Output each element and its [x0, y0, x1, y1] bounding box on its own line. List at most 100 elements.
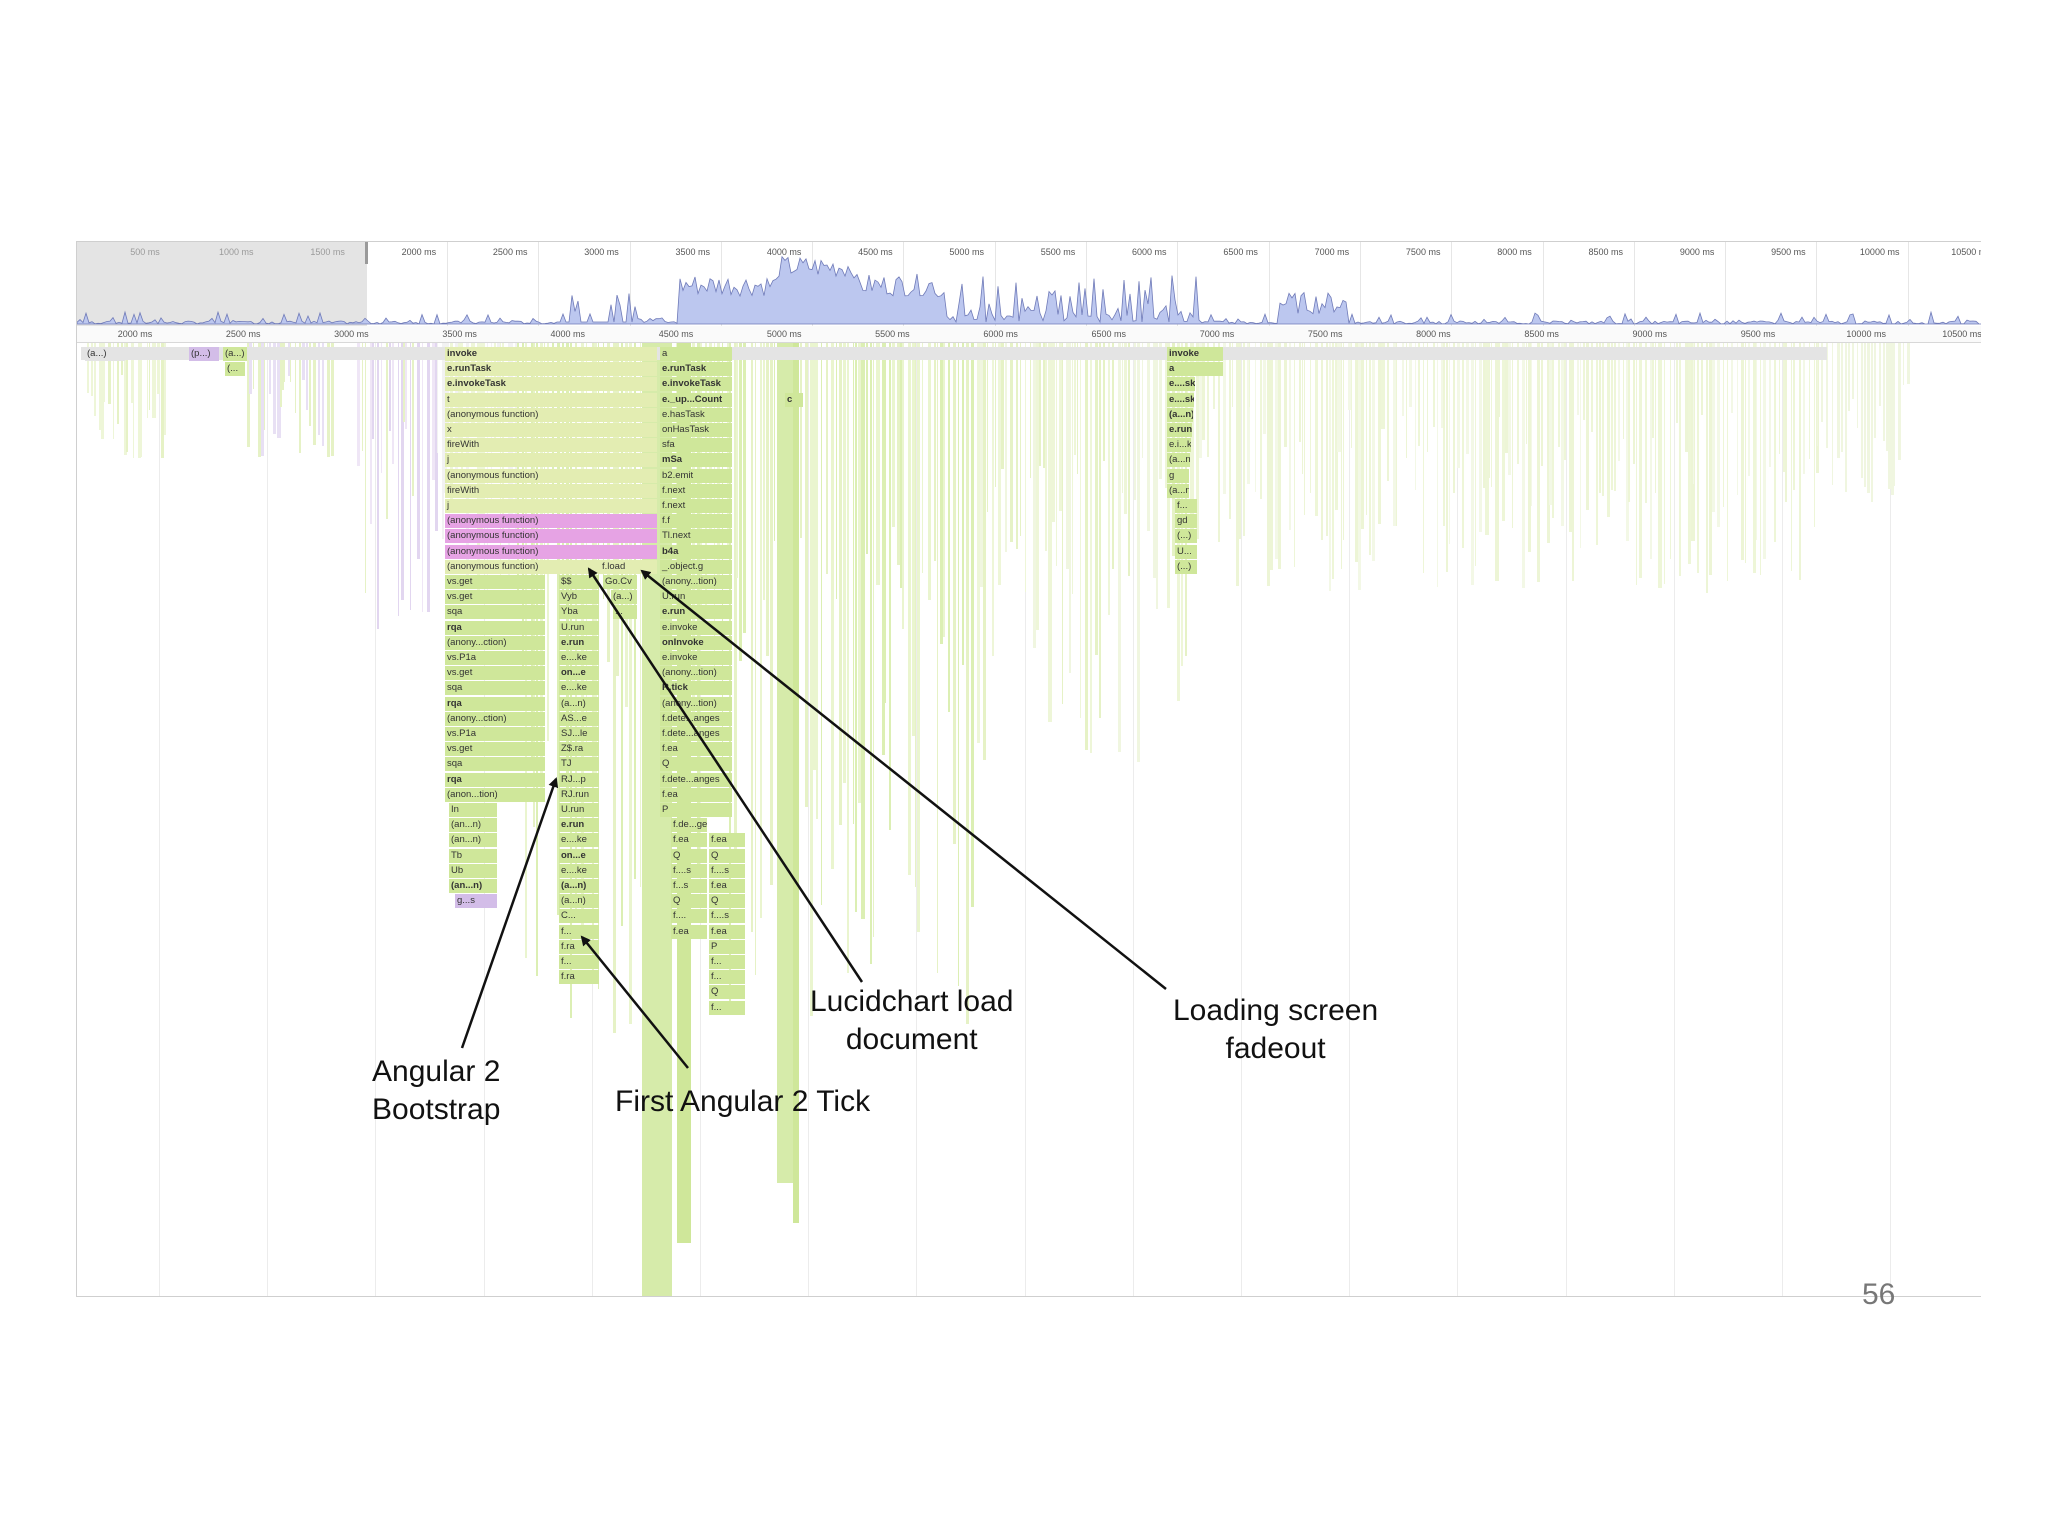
flame-frame[interactable]: f.ea	[709, 924, 745, 939]
flame-frame[interactable]: f.f	[660, 514, 732, 529]
flame-frame[interactable]: invoke	[1167, 347, 1223, 361]
flame-frame[interactable]: Q	[709, 894, 745, 909]
flame-frame[interactable]: (anony...ction)	[445, 711, 545, 726]
flame-frame[interactable]: e....ke	[559, 651, 599, 665]
flame-frame[interactable]: c	[785, 392, 803, 407]
flame-frame[interactable]: Q	[671, 848, 707, 863]
flame-frame[interactable]: RJ.run	[559, 787, 599, 802]
flame-frame[interactable]: (a...n)	[1167, 453, 1190, 468]
flame-frame[interactable]: Tb	[449, 848, 497, 863]
flame-frame[interactable]: on...e	[559, 666, 599, 681]
flame-frame[interactable]: b2.emit	[660, 468, 732, 483]
flame-frame[interactable]: f.ea	[671, 924, 707, 939]
flame-frame[interactable]: Q	[671, 894, 707, 909]
flame-frame[interactable]: Q	[709, 985, 745, 1000]
flame-frame[interactable]: f.next	[660, 499, 732, 513]
flame-frame[interactable]: f.ea	[671, 833, 707, 848]
flame-frame[interactable]: f...	[1175, 499, 1197, 513]
flame-frame[interactable]: R.tick	[660, 681, 732, 696]
flame-frame[interactable]: In	[449, 803, 497, 817]
flame-frame[interactable]: (anon...tion)	[445, 787, 545, 802]
flame-frame[interactable]: Go.Cv	[603, 575, 637, 589]
flame-frame[interactable]: RJ...p	[559, 772, 599, 787]
flame-frame[interactable]: (an...n)	[449, 833, 497, 848]
flame-frame[interactable]: mSa	[660, 453, 732, 468]
flame-frame[interactable]: onInvoke	[660, 635, 732, 650]
flame-chart[interactable]: (a...) (p...) (a...) (... invoke e.runTask e.i…	[77, 343, 1981, 1296]
flame-frame[interactable]: vs.P1a	[445, 727, 545, 741]
flame-frame[interactable]: f...	[709, 970, 745, 985]
flame-frame[interactable]: U...	[1175, 544, 1197, 559]
flame-frame[interactable]: f....s	[709, 909, 745, 924]
flame-frame[interactable]: f...s	[671, 879, 707, 893]
flame-frame[interactable]: e.run	[559, 818, 599, 833]
flame-frame[interactable]: fireWith	[445, 483, 657, 498]
flame-frame[interactable]: e.hasTask	[660, 407, 732, 422]
flame-frame[interactable]: f...	[709, 1000, 745, 1015]
flame-frame[interactable]: (anony...tion)	[660, 575, 732, 589]
flame-frame[interactable]: vs.get	[445, 590, 545, 605]
flame-frame[interactable]: j	[445, 453, 657, 468]
flame-frame[interactable]: a	[1167, 362, 1223, 377]
flame-frame[interactable]: (a...n)	[1167, 483, 1189, 498]
flame-frame[interactable]: rqa	[445, 696, 545, 711]
flame-frame[interactable]: e.i...ke	[1167, 438, 1191, 453]
flame-frame[interactable]: vs.P1a	[445, 651, 545, 665]
flame-frame[interactable]: (a...n)	[559, 696, 599, 711]
flame-frame[interactable]: Vyb	[559, 590, 599, 605]
flame-frame[interactable]: e.invoke	[660, 651, 732, 665]
flame-frame[interactable]: (anonymous function)	[445, 514, 657, 529]
flame-frame[interactable]: f.load	[600, 559, 636, 574]
flame-frame[interactable]: (a...)	[85, 347, 125, 361]
flame-frame[interactable]: f.ra	[559, 970, 599, 985]
flame-frame[interactable]: C...	[559, 909, 599, 924]
flame-frame[interactable]: f....	[671, 909, 707, 924]
flame-frame[interactable]: sqa	[445, 681, 545, 696]
flame-frame[interactable]: P	[709, 939, 745, 954]
flame-frame[interactable]: _.object.g	[660, 559, 732, 574]
flame-frame[interactable]: onHasTask	[660, 423, 732, 437]
flame-frame[interactable]: f.dete...anges	[660, 711, 732, 726]
flame-frame[interactable]: e.runTask	[445, 362, 657, 377]
flame-frame[interactable]: rqa	[445, 620, 545, 635]
flame-frame[interactable]: f.dete...anges	[660, 727, 732, 741]
flame-frame[interactable]: (anonymous function)	[445, 468, 657, 483]
flame-frame[interactable]: (p...)	[189, 347, 219, 361]
flame-frame[interactable]: e....sk	[1167, 377, 1195, 392]
flame-frame[interactable]: t	[445, 392, 657, 407]
flame-frame[interactable]: fireWith	[445, 438, 657, 453]
flame-frame[interactable]: Ub	[449, 863, 497, 878]
flame-frame[interactable]: j	[445, 499, 657, 513]
flame-frame[interactable]: (anony...ction)	[445, 635, 545, 650]
flame-frame[interactable]: e....ke	[559, 863, 599, 878]
flame-frame[interactable]: e.run	[559, 635, 599, 650]
flame-frame[interactable]: e....ke	[559, 833, 599, 848]
flame-frame[interactable]: f.ea	[709, 833, 745, 848]
flame-frame[interactable]: (anony...tion)	[660, 666, 732, 681]
flame-frame[interactable]: P	[660, 803, 732, 817]
flame-frame[interactable]: gd	[1175, 514, 1197, 529]
flame-frame[interactable]: f....s	[709, 863, 745, 878]
timeline-overview[interactable]: 500 ms 1000 ms 1500 ms 2000 ms 2500 ms 3000 m…	[77, 242, 1981, 327]
flame-frame[interactable]: (a...n)	[1167, 407, 1193, 422]
flame-frame[interactable]: sqa	[445, 605, 545, 620]
flame-frame[interactable]: Q	[660, 757, 732, 772]
flame-frame[interactable]: invoke	[445, 347, 657, 361]
flame-frame[interactable]: e.invoke	[660, 620, 732, 635]
flame-frame[interactable]: Q	[709, 848, 745, 863]
overview-selection-handle[interactable]	[365, 242, 368, 264]
flame-frame[interactable]: AS...e	[559, 711, 599, 726]
flame-frame[interactable]: e.run	[1167, 423, 1192, 437]
flame-frame[interactable]: (a...n)	[559, 894, 599, 909]
flame-frame[interactable]: sfa	[660, 438, 732, 453]
flame-frame[interactable]: (anonymous function)	[445, 407, 657, 422]
flame-frame[interactable]: f.ea	[660, 742, 732, 757]
flame-frame[interactable]: (a...)	[611, 590, 637, 605]
flame-frame[interactable]: f.ea	[660, 787, 732, 802]
flame-frame[interactable]: Z$.ra	[559, 742, 599, 757]
flame-frame[interactable]: (...)	[1175, 559, 1197, 574]
flame-frame[interactable]: SJ...le	[559, 727, 599, 741]
flame-frame[interactable]: a	[660, 347, 732, 361]
flame-frame[interactable]: U.run	[559, 803, 599, 817]
flame-frame[interactable]: (anonymous function)	[445, 544, 657, 559]
